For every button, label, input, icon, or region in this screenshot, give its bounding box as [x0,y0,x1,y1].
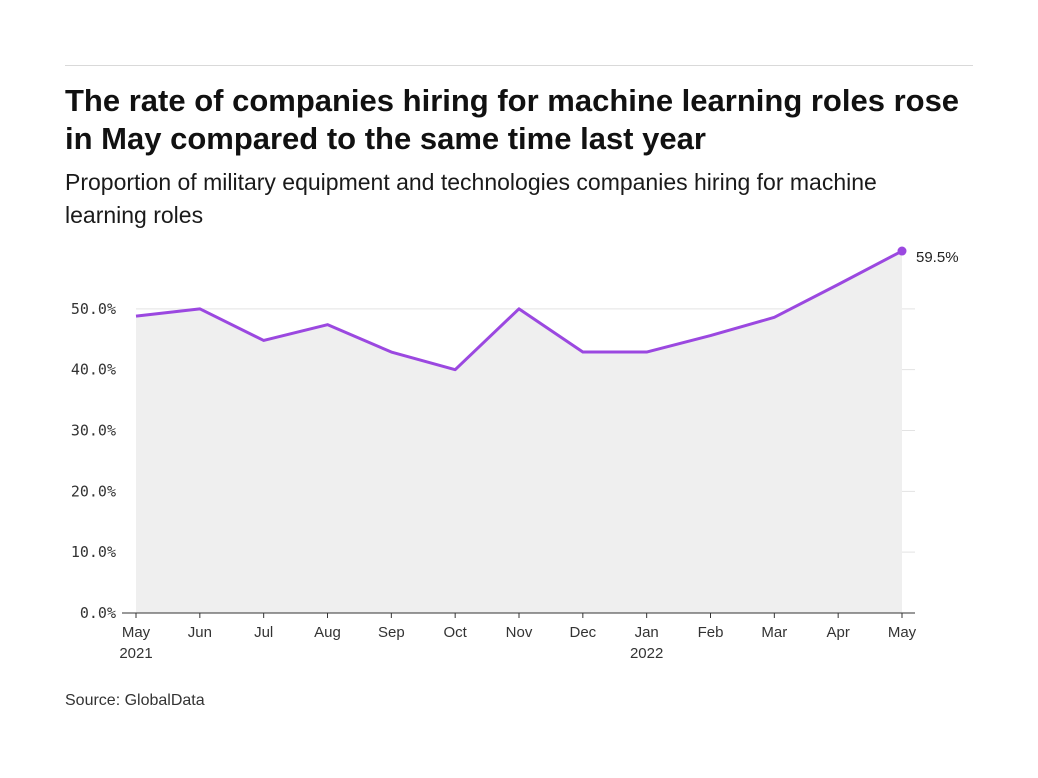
end-point-marker [897,246,907,256]
y-tick-label: 40.0% [71,361,116,379]
y-tick-label: 20.0% [71,482,116,500]
x-tick-year-label: 2021 [119,645,152,662]
source-note: Source: GlobalData [65,692,205,709]
top-divider [65,65,973,66]
x-tick-label: May [888,624,917,641]
end-value-label: 59.5% [916,249,959,266]
x-tick-label: Jan [635,624,659,641]
chart-title: The rate of companies hiring for machine… [65,83,960,156]
x-tick-label: Aug [314,624,341,641]
x-axis-ticks: May 2021 Jun Jul Aug Sep Oct Nov Dec Jan 2022 Feb Ma… [119,613,917,662]
x-tick-label: Nov [506,624,533,641]
y-tick-label: 10.0% [71,543,116,561]
series-area-fill [136,251,902,613]
chart-subtitle: Proportion of military equipment and tec… [65,169,877,228]
x-tick-label: May [122,624,151,641]
x-tick-label: Sep [378,624,405,641]
x-tick-label: Mar [761,624,787,641]
data-points: 59.5% [897,246,959,266]
y-tick-label: 0.0% [80,604,116,622]
y-axis-ticks: 0.0% 10.0% 20.0% 30.0% 40.0% 50.0% [71,300,116,622]
series-line [135,249,903,372]
x-tick-year-label: 2022 [630,645,663,662]
y-tick-label: 50.0% [71,300,116,318]
x-tick-label: Jul [254,624,273,641]
x-tick-label: Apr [826,624,849,641]
x-tick-label: Oct [443,624,467,641]
y-tick-label: 30.0% [71,422,116,440]
x-tick-label: Feb [698,624,724,641]
x-tick-label: Jun [188,624,212,641]
x-tick-label: Dec [569,624,596,641]
